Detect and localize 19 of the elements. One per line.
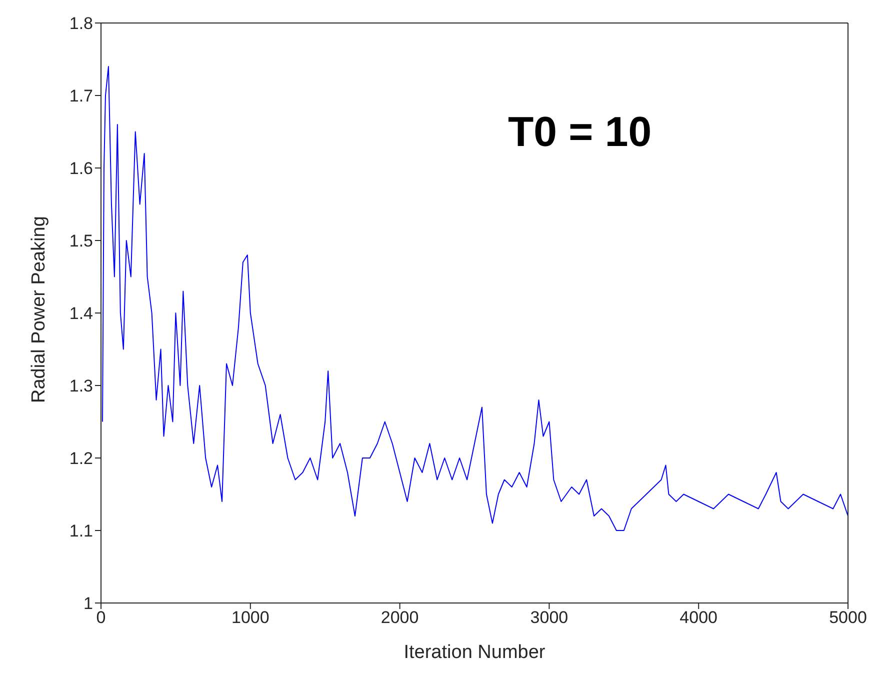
y-tick-label: 1 <box>84 594 93 614</box>
y-tick-label: 1.5 <box>69 232 93 251</box>
y-tick-label: 1.2 <box>69 449 93 468</box>
x-tick-label: 1000 <box>231 608 270 628</box>
line-series <box>102 66 848 531</box>
x-tick-label: 4000 <box>680 608 718 628</box>
x-tick-label: 3000 <box>530 608 568 628</box>
y-tick-label: 1.6 <box>69 159 93 178</box>
x-axis-title: Iteration Number <box>404 642 546 663</box>
y-tick-label: 1.3 <box>69 376 93 396</box>
y-axis-title: Radial Power Peaking <box>28 216 50 403</box>
y-tick-label: 1.7 <box>69 86 93 106</box>
annotation: T0 = 10 <box>508 108 652 156</box>
x-tick-label: 2000 <box>380 608 419 628</box>
y-tick-label: 1.8 <box>69 14 93 34</box>
x-tick-label: 5000 <box>829 608 867 628</box>
y-tick-label: 1.4 <box>69 304 93 324</box>
x-tick-label: 0 <box>96 608 106 628</box>
y-tick-label: 1.1 <box>69 522 93 541</box>
